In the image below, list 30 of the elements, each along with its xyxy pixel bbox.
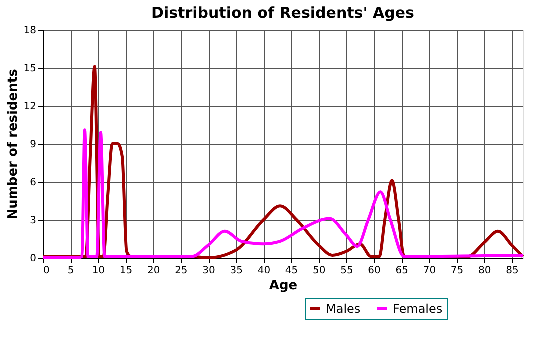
x-tick-label: 20 [147, 266, 160, 276]
x-tick-label: 30 [202, 266, 216, 276]
chart-title: Distribution of Residents' Ages [152, 4, 415, 22]
x-tick-label: 80 [478, 266, 492, 276]
x-tick-label: 45 [285, 266, 298, 276]
y-tick-label: 0 [30, 254, 36, 264]
y-tick-label: 3 [30, 216, 36, 226]
x-tick-label: 25 [175, 266, 188, 276]
legend-label: Males [326, 302, 361, 316]
x-tick-label: 70 [423, 266, 436, 276]
x-tick-label: 60 [368, 266, 381, 276]
y-tick-label: 18 [24, 26, 36, 36]
x-tick-label: 85 [506, 266, 519, 276]
x-tick-label: 5 [68, 266, 74, 276]
legend-label: Females [393, 302, 443, 316]
y-tick-label: 9 [30, 140, 36, 150]
x-tick-label: 35 [230, 266, 243, 276]
x-tick-label: 0 [44, 266, 50, 276]
y-tick-label: 6 [30, 178, 36, 188]
x-tick-label: 10 [92, 266, 106, 276]
x-axis-title: Age [269, 278, 298, 294]
x-tick-label: 65 [396, 266, 408, 276]
x-tick-label: 55 [340, 266, 354, 276]
x-tick-label: 15 [120, 266, 133, 276]
x-tick-label: 75 [450, 266, 464, 276]
y-tick-label: 12 [24, 102, 36, 112]
y-axis-title: Number of residents [6, 68, 21, 220]
x-tick-label: 40 [258, 266, 271, 276]
x-tick-label: 50 [312, 266, 326, 276]
y-tick-label: 15 [24, 64, 36, 74]
